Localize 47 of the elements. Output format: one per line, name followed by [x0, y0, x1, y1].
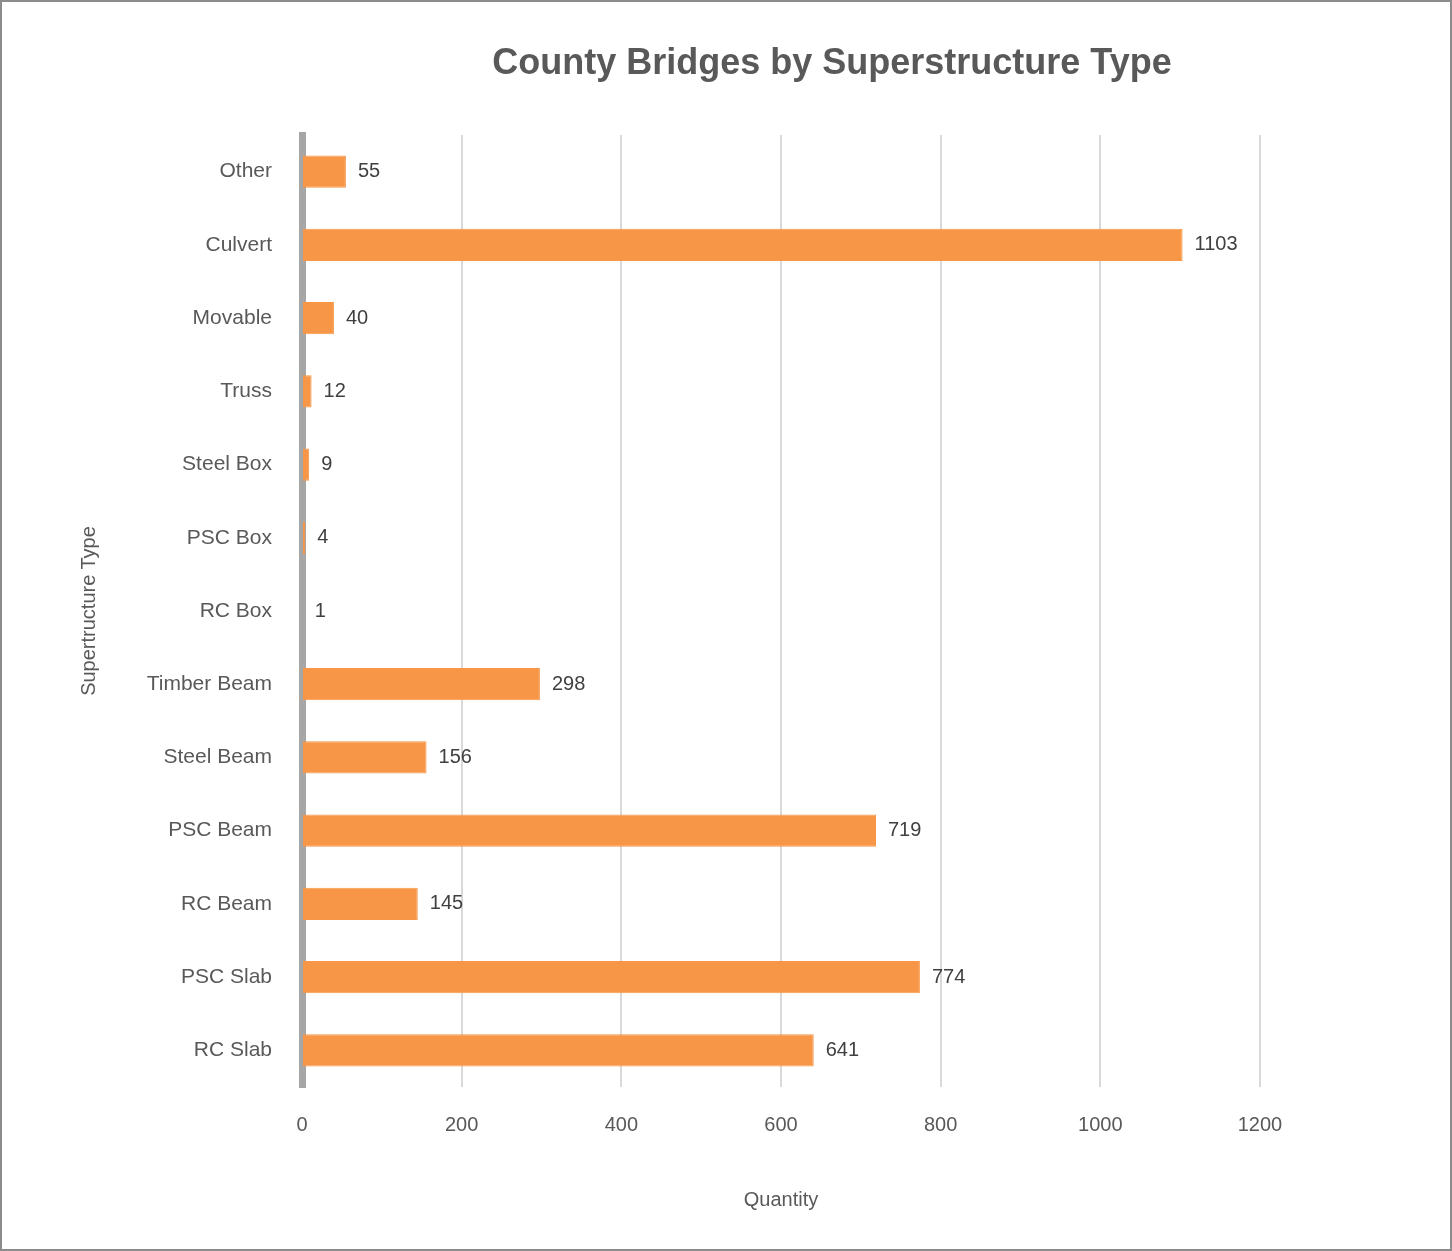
bar — [303, 668, 540, 701]
x-tick-label: 200 — [444, 1112, 479, 1135]
data-label: 1 — [314, 598, 326, 621]
data-label: 298 — [551, 671, 586, 694]
data-label: 40 — [345, 305, 369, 328]
bar — [303, 155, 346, 188]
data-label: 774 — [931, 964, 966, 987]
data-label: 9 — [321, 452, 333, 475]
bar — [303, 961, 920, 994]
bar — [303, 1034, 814, 1067]
data-label: 156 — [438, 744, 472, 767]
y-tick-label: Steel Box — [182, 451, 273, 475]
y-tick-label: Timber Beam — [146, 671, 272, 695]
x-tick-label: 400 — [604, 1112, 639, 1135]
bar — [303, 887, 418, 921]
y-tick-label: RC Beam — [180, 890, 272, 914]
bar — [303, 228, 1183, 261]
data-label: 1103 — [1194, 232, 1238, 255]
y-tick-label: PSC Box — [186, 524, 273, 548]
x-tick-label: 0 — [296, 1112, 308, 1135]
bar — [303, 814, 876, 847]
y-tick-label: Movable — [192, 304, 272, 328]
data-label: 641 — [825, 1037, 860, 1060]
data-label: 4 — [317, 525, 329, 548]
data-label: 55 — [357, 159, 381, 182]
chart-title: County Bridges by Superstructure Type — [492, 40, 1172, 84]
y-axis-title: Supertructure Type — [76, 526, 99, 696]
y-tick-label: Steel Beam — [163, 744, 272, 768]
y-tick-label: RC Box — [199, 597, 273, 621]
bar — [303, 448, 310, 481]
data-label: 719 — [888, 818, 922, 841]
y-tick-label: RC Slab — [193, 1037, 272, 1061]
y-tick-label: PSC Beam — [168, 817, 272, 841]
x-tick-label: 1000 — [1078, 1112, 1123, 1135]
y-tick-label: Truss — [220, 378, 272, 402]
bar — [303, 375, 312, 408]
y-tick-label: PSC Slab — [180, 963, 272, 987]
x-tick-label: 800 — [923, 1112, 958, 1135]
bar — [303, 301, 334, 335]
y-tick-label: Other — [219, 158, 272, 182]
data-label: 12 — [323, 378, 346, 401]
y-tick-label: Culvert — [205, 231, 273, 255]
x-axis-title: Quantity — [743, 1187, 819, 1210]
x-tick-label: 600 — [764, 1112, 798, 1135]
bar — [303, 741, 427, 774]
data-label: 145 — [429, 891, 464, 914]
x-tick-label: 1200 — [1237, 1112, 1283, 1135]
